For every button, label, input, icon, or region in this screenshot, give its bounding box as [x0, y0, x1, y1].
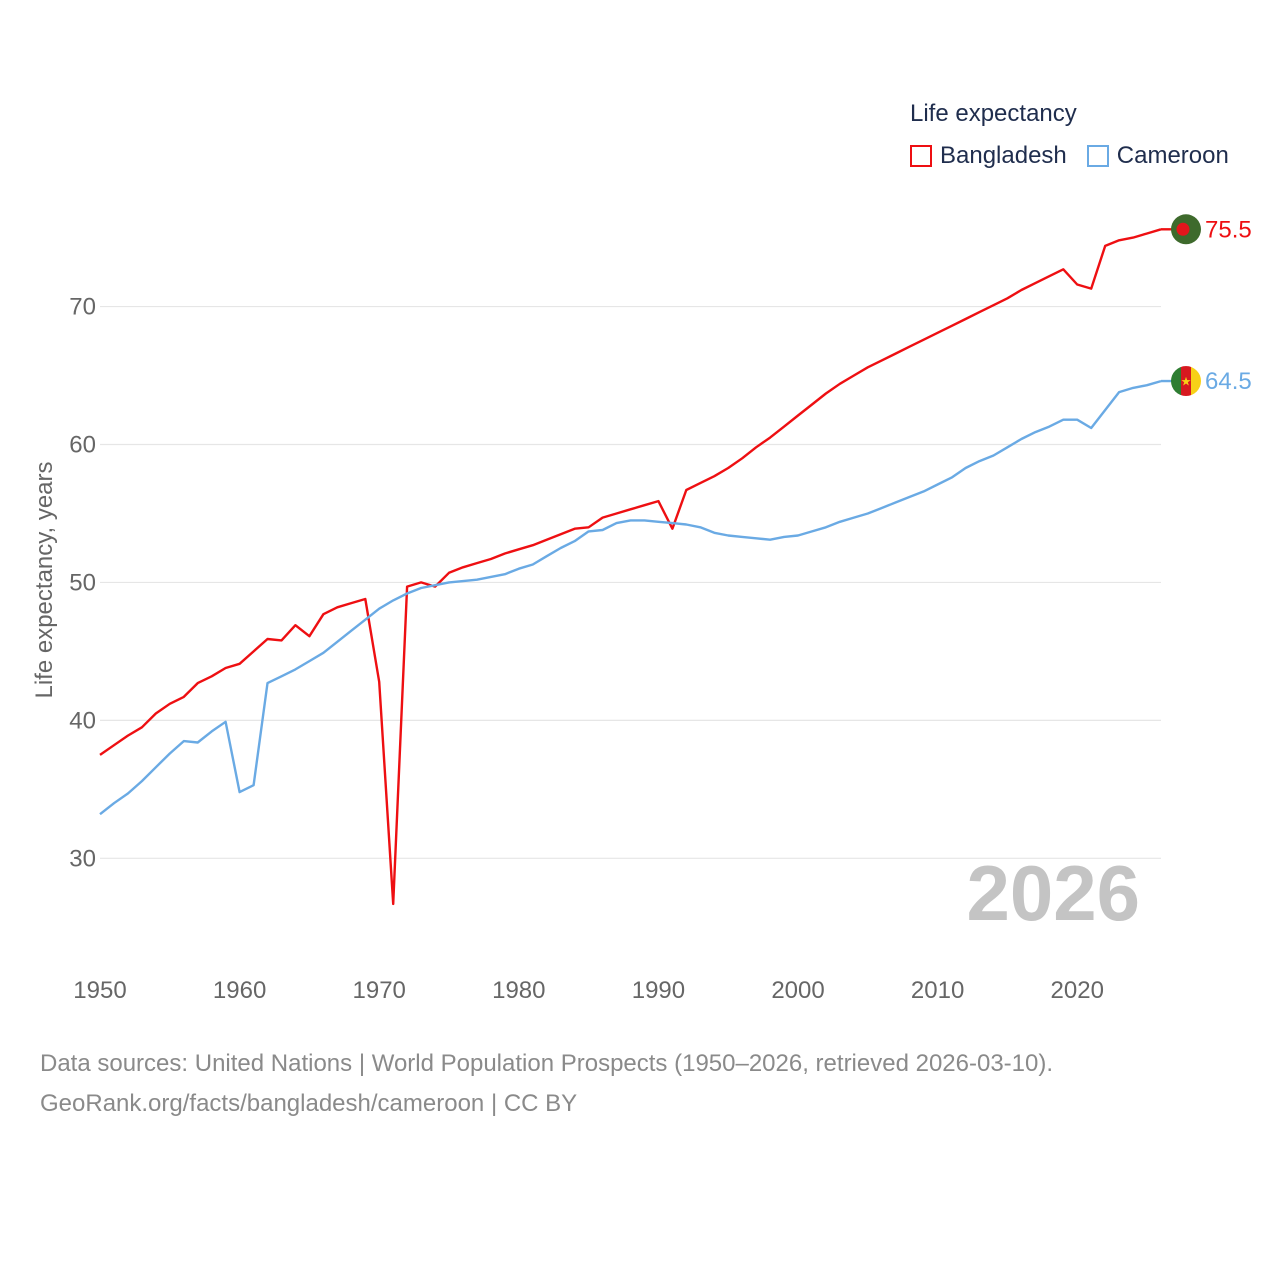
- y-tick-label-50: 50: [69, 569, 96, 596]
- year-label: 2026: [966, 849, 1140, 937]
- y-axis-label: Life expectancy, years: [31, 461, 58, 698]
- y-tick-label-60: 60: [69, 432, 96, 459]
- flag-bangladesh-disc: [1176, 222, 1190, 236]
- flag-cameroon-stripe: [1171, 366, 1181, 397]
- x-tick-label-1990: 1990: [632, 977, 685, 1004]
- legend-swatch-bangladesh: [910, 145, 932, 167]
- x-tick-label-2000: 2000: [771, 977, 824, 1004]
- x-tick-label-2020: 2020: [1051, 977, 1104, 1004]
- flag-cameroon-stripe: [1191, 366, 1201, 397]
- legend-label-bangladesh: Bangladesh: [940, 142, 1067, 169]
- legend-swatch-cameroon: [1086, 145, 1109, 167]
- y-tick-label-40: 40: [69, 707, 96, 734]
- series-line-cameroon: [99, 379, 1162, 816]
- series-line-bangladesh: [99, 228, 1162, 906]
- x-tick-label-1970: 1970: [353, 977, 406, 1004]
- x-tick-label-1960: 1960: [213, 977, 266, 1004]
- y-tick-label-70: 70: [69, 294, 96, 321]
- end-value-bangladesh: 75.5: [1205, 216, 1252, 243]
- flag-cameroon-icon: ★: [1171, 366, 1201, 397]
- x-tick-label-1950: 1950: [73, 977, 126, 1004]
- flag-cameroon-stripe: [1181, 366, 1191, 397]
- end-value-cameroon: 64.5: [1205, 368, 1252, 395]
- legend-item-cameroon[interactable]: Cameroon: [1086, 142, 1229, 170]
- data-sources-line: Data sources: United Nations | World Pop…: [40, 1050, 1054, 1077]
- x-tick-label-2010: 2010: [911, 977, 964, 1004]
- data-sources-footer: Data sources: United Nations | World Pop…: [40, 1044, 1053, 1124]
- legend-title: Life expectancy: [910, 100, 1077, 127]
- attribution-line: GeoRank.org/facts/bangladesh/cameroon | …: [40, 1090, 578, 1117]
- x-tick-label-1980: 1980: [492, 977, 545, 1004]
- legend-item-bangladesh[interactable]: Bangladesh: [910, 142, 1067, 170]
- flag-cameroon-star-icon: ★: [1181, 375, 1192, 389]
- legend: Bangladesh Cameroon: [910, 142, 1249, 170]
- legend-label-cameroon: Cameroon: [1116, 142, 1229, 169]
- y-tick-label-30: 30: [69, 845, 96, 872]
